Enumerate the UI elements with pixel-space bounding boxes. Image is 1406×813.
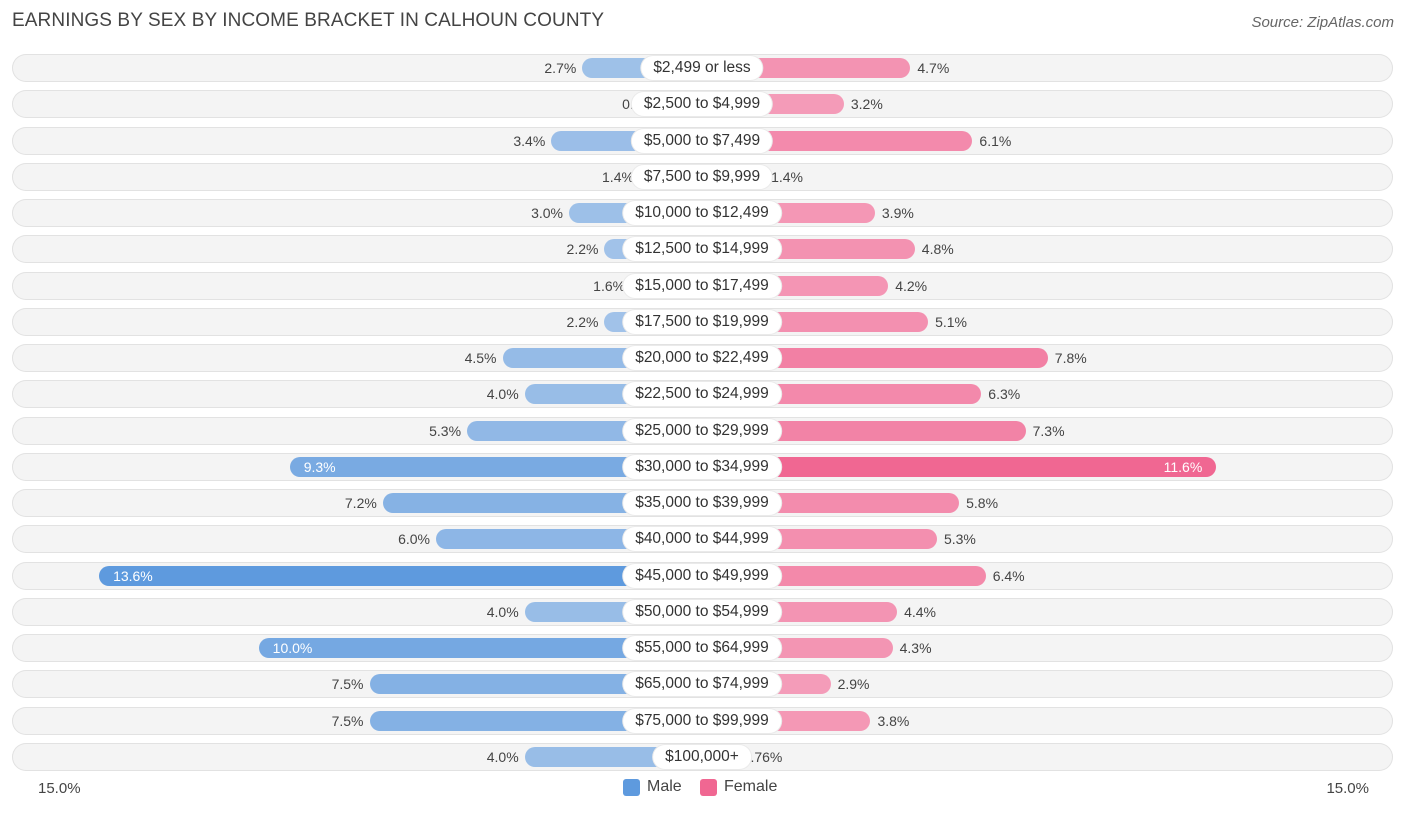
category-label: $55,000 to $64,999 [623,636,781,661]
legend-swatch-male [623,778,640,796]
value-label-male: 1.6% [593,277,626,294]
value-label-male: 4.0% [486,603,519,620]
category-label: $2,500 to $4,999 [631,92,773,117]
category-label: $7,500 to $9,999 [631,164,773,189]
value-label-female: 3.8% [877,712,910,729]
bar-male[interactable] [258,638,702,659]
value-label-male: 9.3% [303,458,336,475]
legend-swatch-female [700,778,717,796]
value-label-female: 4.7% [917,60,950,76]
category-label: $10,000 to $12,499 [623,201,781,226]
category-label: $15,000 to $17,499 [623,273,781,298]
value-label-male: 3.4% [513,132,546,149]
value-label-female: 4.4% [904,603,936,620]
category-label: $5,000 to $7,499 [631,128,773,153]
value-label-female: 5.1% [935,313,968,330]
bar-male[interactable] [99,565,702,586]
value-label-male: 4.0% [486,748,519,765]
category-label: $20,000 to $22,499 [623,346,781,371]
category-label: $12,500 to $14,999 [623,237,781,262]
legend-item-male[interactable]: Male [623,778,682,796]
legend-item-female[interactable]: Female [700,778,777,796]
value-label-female: 6.4% [992,567,1025,584]
value-label-female: 4.8% [921,241,954,258]
category-label: $40,000 to $44,999 [623,527,781,552]
value-label-male: 4.5% [464,350,497,367]
axis-label-right: 15.0% [1326,780,1369,797]
value-label-female: 6.1% [979,132,1012,149]
value-label-male: 7.5% [331,676,364,693]
category-label: $30,000 to $34,999 [623,454,781,479]
value-label-male: 7.5% [331,712,364,729]
value-label-male: 2.2% [566,313,599,330]
category-label: $17,500 to $19,999 [623,309,781,334]
value-label-female: 7.3% [1032,422,1065,439]
value-label-female: 6.3% [988,386,1021,403]
category-label: $22,500 to $24,999 [623,382,781,407]
value-label-female: 3.2% [850,96,883,113]
axis-label-left: 15.0% [38,780,81,797]
value-label-male: 2.7% [544,60,577,76]
bar-male[interactable] [289,456,702,477]
value-label-female: 7.8% [1054,350,1087,367]
value-label-female: 2.9% [837,676,870,693]
category-label: $65,000 to $74,999 [623,672,781,697]
value-label-male: 1.4% [602,168,634,185]
value-label-male: 3.0% [531,205,563,222]
value-label-female: 5.3% [943,531,976,548]
value-label-female: 11.6% [1163,458,1203,475]
value-label-female: 5.8% [966,495,999,512]
value-label-male: 6.0% [398,531,430,548]
bar-male[interactable] [369,674,702,695]
legend-label-male: Male [647,778,682,795]
category-label: $45,000 to $49,999 [623,563,781,588]
value-label-female: 4.3% [899,640,932,657]
bar-male[interactable] [382,493,702,514]
category-label: $2,499 or less [641,56,763,80]
value-label-female: 1.4% [771,168,803,185]
bar-female[interactable] [702,348,1048,369]
value-label-male: 10.0% [272,640,313,657]
bar-female[interactable] [702,456,1217,477]
category-label: $35,000 to $39,999 [623,491,781,516]
value-label-male: 13.6% [113,567,153,584]
category-label: $25,000 to $29,999 [623,418,781,443]
value-label-male: 4.0% [486,386,519,403]
legend-label-female: Female [724,778,778,795]
category-label: $75,000 to $99,999 [623,708,781,733]
category-label: $100,000+ [653,744,751,769]
source-note: Source: ZipAtlas.com [1251,14,1394,31]
category-label: $50,000 to $54,999 [623,599,781,624]
value-label-male: 2.2% [566,241,599,258]
value-label-female: 0.76% [742,748,783,765]
bar-female[interactable] [702,420,1026,441]
value-label-female: 3.9% [881,205,914,222]
value-label-female: 4.2% [895,277,928,294]
bar-male[interactable] [369,710,702,731]
value-label-male: 5.3% [429,422,462,439]
value-label-male: 7.2% [344,495,377,512]
chart-title: EARNINGS BY SEX BY INCOME BRACKET IN CAL… [12,10,605,31]
legend: Male Female [0,778,1406,800]
